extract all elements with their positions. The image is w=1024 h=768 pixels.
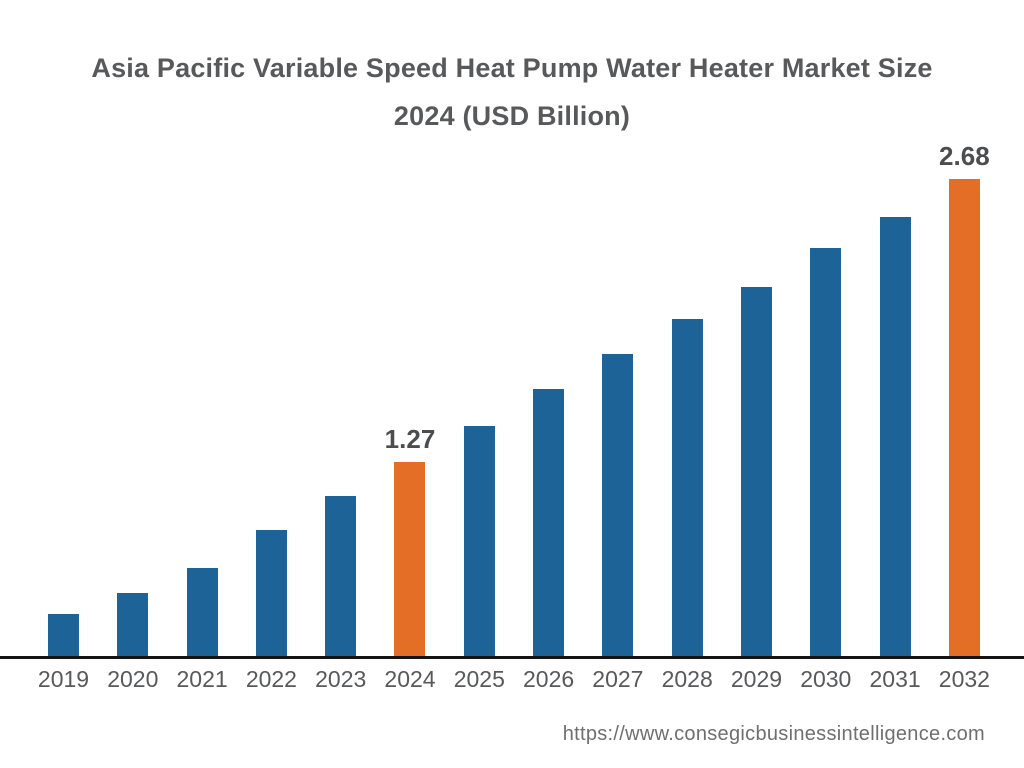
bar-2023 xyxy=(325,496,357,657)
bar-2026 xyxy=(533,389,565,657)
x-axis-tick-2021: 2021 xyxy=(177,666,228,693)
bar-2029 xyxy=(740,287,772,657)
x-axis-tick-label: 2032 xyxy=(938,666,990,692)
x-axis-tick-label: 2025 xyxy=(453,666,505,692)
x-axis-tick-2020: 2020 xyxy=(107,666,158,693)
x-axis-tick-2023: 2023 xyxy=(315,666,366,693)
bar-2027 xyxy=(602,354,634,657)
x-axis-tick-label: 2027 xyxy=(592,666,644,692)
bar-value-label-2024: 1.27 xyxy=(384,424,436,454)
bar-2031 xyxy=(879,217,911,657)
x-axis-tick-2028: 2028 xyxy=(662,666,713,693)
x-axis-tick-label: 2031 xyxy=(869,666,921,692)
x-axis-tick-label: 2029 xyxy=(730,666,783,692)
x-axis-line xyxy=(0,656,1024,659)
x-axis-tick-2032: 2032 xyxy=(939,666,990,693)
chart-title-line-1: Asia Pacific Variable Speed Heat Pump Wa… xyxy=(91,53,933,83)
x-axis-tick-label: 2019 xyxy=(37,666,90,692)
bar-2022 xyxy=(255,530,287,657)
bar-2021 xyxy=(186,568,218,657)
x-axis-labels: 2019 2020 2021 2022 2023 2024 2025 2026 2027 2028… xyxy=(0,666,1024,693)
x-axis-tick-2029: 2029 xyxy=(731,666,782,693)
x-axis-tick-2031: 2031 xyxy=(869,666,920,693)
bar-2019 xyxy=(48,614,79,657)
x-axis-tick-2024: 2024 xyxy=(384,666,435,693)
x-axis-tick-2022: 2022 xyxy=(246,666,297,693)
x-axis-tick-label: 2022 xyxy=(245,666,297,692)
bar-2025 xyxy=(463,426,495,657)
x-axis-tick-2019: 2019 xyxy=(38,666,89,693)
x-axis-tick-label: 2021 xyxy=(176,666,228,692)
x-axis-tick-2027: 2027 xyxy=(592,666,643,693)
bar-2028 xyxy=(671,319,703,657)
x-axis-tick-2030: 2030 xyxy=(800,666,851,693)
x-axis-tick-label: 2023 xyxy=(315,666,367,692)
x-axis-tick-label: 2020 xyxy=(107,666,159,692)
x-axis-tick-label: 2030 xyxy=(800,666,852,692)
bar-2020 xyxy=(117,593,149,657)
bar-chart-plot-area: 1.27 2.68 xyxy=(0,141,1024,657)
x-axis-tick-label: 2024 xyxy=(384,666,436,692)
chart-title-line-2: 2024 (USD Billion) xyxy=(393,101,631,131)
chart-title: Asia Pacific Variable Speed Heat Pump Wa… xyxy=(0,44,1024,140)
source-url: https://www.consegicbusinessintelligence… xyxy=(562,723,985,745)
bar-value-label-2032: 2.68 xyxy=(939,141,990,171)
bar-2032: 2.68 xyxy=(939,141,990,657)
x-axis-tick-2026: 2026 xyxy=(523,666,574,693)
bar-2030 xyxy=(810,248,842,657)
bar-2024: 1.27 xyxy=(385,424,435,657)
x-axis-tick-label: 2028 xyxy=(661,666,713,692)
x-axis-tick-label: 2026 xyxy=(523,666,575,692)
x-axis-tick-2025: 2025 xyxy=(454,666,505,693)
